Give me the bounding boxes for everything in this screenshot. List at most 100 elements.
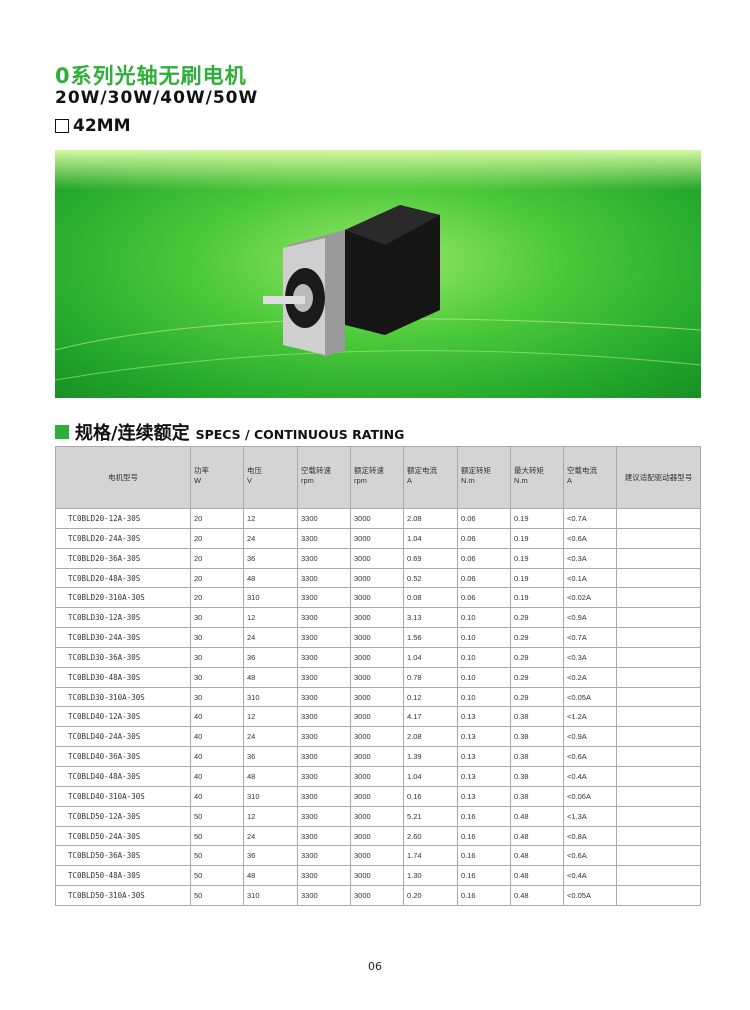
table-cell: 30	[190, 607, 244, 629]
table-cell: 20	[190, 567, 244, 589]
table-cell: TC0BLD20-48A-30S	[55, 567, 191, 589]
table-cell: 36	[243, 746, 298, 767]
table-cell: <0.1A	[563, 567, 617, 589]
header-unit: V	[247, 476, 253, 485]
table-cell: TC0BLD40-24A-30S	[55, 726, 191, 748]
table-cell: 0.48	[510, 805, 564, 827]
table-cell: 20	[190, 527, 244, 549]
table-cell: 0.38	[510, 785, 564, 807]
table-cell: TC0BLD20-12A-30S	[55, 508, 191, 529]
table-row: TC0BLD20-24A-30S 20 24 3300 3000 1.04 0.06 0.19…	[55, 527, 701, 549]
table-cell: 50	[190, 865, 244, 887]
table-cell: <0.3A	[563, 646, 617, 668]
table-cell: 3300	[297, 646, 351, 668]
table-cell: <1.2A	[563, 706, 617, 728]
column-header: 额定转速 rpm	[350, 446, 404, 509]
table-cell: 24	[243, 527, 298, 549]
table-cell	[616, 547, 701, 569]
table-cell: 36	[243, 845, 298, 867]
table-cell: 0.08	[403, 587, 458, 609]
table-cell: 0.06	[457, 547, 511, 569]
specs-table: 电机型号 功率 W 电压 V 空载转速 rpm 额定转速 rpm 额定电流 A 额定转矩 N.m 最大转矩…	[55, 446, 701, 906]
table-cell: 0.29	[510, 646, 564, 668]
table-cell: 0.10	[457, 646, 511, 668]
table-cell: 3000	[350, 825, 404, 847]
column-header: 额定电流 A	[403, 446, 458, 509]
table-cell: 0.13	[457, 706, 511, 728]
table-cell: 1.04	[403, 646, 458, 668]
table-cell	[616, 607, 701, 629]
column-header: 电机型号	[55, 446, 191, 509]
table-cell: 20	[190, 547, 244, 569]
table-cell: TC0BLD40-12A-30S	[55, 706, 191, 728]
table-cell: 30	[190, 646, 244, 668]
table-cell	[616, 587, 701, 609]
table-cell: 3000	[350, 865, 404, 887]
table-cell: 5.21	[403, 805, 458, 827]
table-cell: 3300	[297, 567, 351, 589]
table-cell	[616, 845, 701, 867]
table-cell: 50	[190, 805, 244, 827]
header-unit: N.m	[514, 476, 528, 485]
table-cell: <0.2A	[563, 666, 617, 688]
table-cell: <0.05A	[563, 686, 617, 708]
column-header: 电压 V	[243, 446, 298, 509]
table-cell: 0.19	[510, 508, 564, 529]
table-cell: TC0BLD30-48A-30S	[55, 666, 191, 688]
table-cell: 0.38	[510, 765, 564, 787]
product-banner-image	[55, 150, 701, 398]
table-cell	[616, 726, 701, 748]
table-cell: 1.39	[403, 746, 458, 767]
table-cell: <0.8A	[563, 825, 617, 847]
table-cell: 0.12	[403, 686, 458, 708]
table-cell: TC0BLD20-36A-30S	[55, 547, 191, 569]
table-cell: <0.4A	[563, 865, 617, 887]
table-cell	[616, 785, 701, 807]
table-cell: <0.6A	[563, 746, 617, 767]
table-cell: 40	[190, 746, 244, 767]
table-cell: TC0BLD40-36A-30S	[55, 746, 191, 767]
table-cell: 0.16	[457, 825, 511, 847]
table-cell: 3300	[297, 865, 351, 887]
table-cell: 2.60	[403, 825, 458, 847]
table-cell: 0.38	[510, 726, 564, 748]
header-unit: A	[407, 476, 413, 485]
table-cell: 30	[190, 627, 244, 648]
table-row: TC0BLD40-24A-30S 40 24 3300 3000 2.08 0.13 0.38…	[55, 726, 701, 748]
table-cell: TC0BLD20-24A-30S	[55, 527, 191, 549]
table-cell	[616, 646, 701, 668]
table-cell: 3000	[350, 646, 404, 668]
power-range: 20W/30W/40W/50W	[55, 88, 259, 108]
table-cell: 0.52	[403, 567, 458, 589]
table-cell: 310	[243, 885, 298, 906]
table-cell: 3000	[350, 845, 404, 867]
table-cell: <0.6A	[563, 527, 617, 549]
table-cell: 3300	[297, 686, 351, 708]
table-cell: 3300	[297, 746, 351, 767]
table-cell: 0.48	[510, 885, 564, 906]
table-cell: 48	[243, 666, 298, 688]
table-cell: TC0BLD40-310A-30S	[55, 785, 191, 807]
table-cell: 40	[190, 785, 244, 807]
table-cell: 0.10	[457, 666, 511, 688]
table-cell: <0.4A	[563, 765, 617, 787]
table-cell: <0.02A	[563, 587, 617, 609]
table-cell: 50	[190, 885, 244, 906]
table-row: TC0BLD40-12A-30S 40 12 3300 3000 4.17 0.13 0.38…	[55, 706, 701, 728]
table-cell: 2.08	[403, 508, 458, 529]
header-unit: W	[194, 476, 202, 485]
table-cell: 0.16	[403, 785, 458, 807]
table-cell: 3000	[350, 805, 404, 827]
table-cell: 3000	[350, 587, 404, 609]
table-cell: 3000	[350, 785, 404, 807]
table-cell: TC0BLD50-24A-30S	[55, 825, 191, 847]
table-cell: 3300	[297, 547, 351, 569]
table-cell: 50	[190, 825, 244, 847]
table-cell: 0.29	[510, 686, 564, 708]
table-row: TC0BLD30-48A-30S 30 48 3300 3000 0.78 0.10 0.29…	[55, 666, 701, 688]
table-cell: 24	[243, 825, 298, 847]
table-cell	[616, 805, 701, 827]
table-cell: TC0BLD30-12A-30S	[55, 607, 191, 629]
table-row: TC0BLD20-310A-30S 20 310 3300 3000 0.08 0.06 0.…	[55, 587, 701, 609]
table-cell: 0.20	[403, 885, 458, 906]
